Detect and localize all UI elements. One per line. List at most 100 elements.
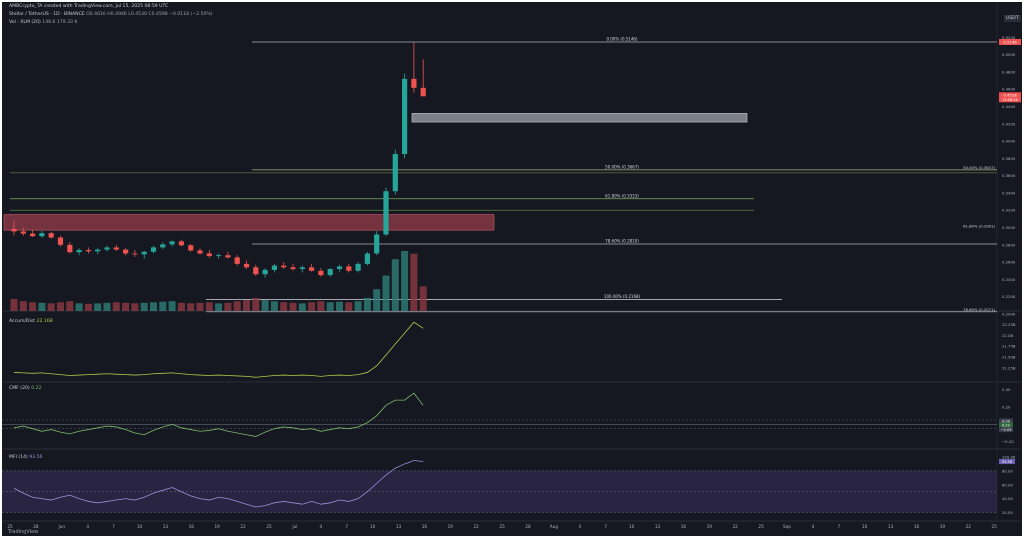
time-axis-label: Jul xyxy=(291,524,297,529)
cmf-value-tag xyxy=(999,422,1013,428)
mfi-legend: MFI (14) 93.56 xyxy=(9,455,42,460)
fib-right-label-618: 61.80% (0.2991) xyxy=(963,223,995,228)
candle-body xyxy=(290,267,296,270)
candle-body xyxy=(383,191,389,235)
fib-level-label: 61.80% (0.3333) xyxy=(605,193,639,198)
currency-badge[interactable]: USDT xyxy=(1004,15,1021,22)
time-axis-label: 7 xyxy=(604,524,607,529)
volume-bar xyxy=(84,303,92,311)
fib-right-label-786: 78.60% (0.2071) xyxy=(963,307,995,312)
time-axis-label: 13 xyxy=(888,524,894,529)
time-axis-label: 13 xyxy=(396,524,402,529)
price-axis-label: 0.5000 xyxy=(1002,52,1016,57)
volume-bar xyxy=(317,301,325,311)
candle-body xyxy=(402,78,408,155)
ad-axis-label: 21.50B xyxy=(1002,355,1016,360)
supply-zone-red xyxy=(3,214,495,231)
symbol-info: Stellar / TetherUS · 1D · BINANCE O0.461… xyxy=(9,12,213,17)
time-axis-label: Aug xyxy=(550,524,559,529)
volume-bar xyxy=(243,300,250,311)
volume-bar xyxy=(336,301,343,311)
fib-right-label-50: 50.00% (0.3637) xyxy=(963,165,995,170)
volume-bar xyxy=(224,302,232,311)
candle-body xyxy=(95,249,101,252)
volume-bar xyxy=(29,302,37,311)
ad-axis-label: 21.75B xyxy=(1002,344,1016,349)
volume-bar xyxy=(122,302,130,311)
volume-bar xyxy=(112,302,120,311)
ad-label[interactable]: Accum/Dist xyxy=(9,319,36,324)
price-axis-label: 0.4400 xyxy=(1002,104,1016,109)
candle-body xyxy=(336,266,343,270)
fib-level-label: 50.00% (0.3667) xyxy=(605,164,639,169)
candle-body xyxy=(355,263,361,271)
cmf-value: 0.22 xyxy=(31,386,42,391)
time-axis-label: 19 xyxy=(448,524,454,529)
volume-bar xyxy=(382,275,390,311)
time-axis-label: 4 xyxy=(578,524,581,529)
time-axis-label: 10 xyxy=(629,524,635,529)
candle-body xyxy=(206,253,212,257)
candle-body xyxy=(327,269,333,276)
cmf-value-tag-text: 0.00 xyxy=(1002,419,1011,423)
candle-body xyxy=(160,244,166,248)
candle-body xyxy=(113,247,119,250)
volume-bar xyxy=(66,301,74,311)
time-axis-label: 25 xyxy=(266,524,272,529)
price-axis-label: 0.3000 xyxy=(1002,225,1016,230)
chart-title-line: AMBCrypto_TA created with TradingView.co… xyxy=(9,4,169,9)
candle-body xyxy=(420,87,426,97)
candle-body xyxy=(262,269,268,275)
time-axis-label: 4 xyxy=(319,524,322,529)
mfi-label[interactable]: MFI (14) xyxy=(9,455,28,460)
price-axis-label: 0.2600 xyxy=(1002,260,1016,265)
volume-label[interactable]: Vol · XLM (20) xyxy=(9,20,41,25)
volume-bar xyxy=(187,303,195,311)
price-axis-label: 0.3800 xyxy=(1002,156,1016,161)
time-axis-label: 28 xyxy=(33,524,39,529)
fib-level-label: 0.00% (0.5146) xyxy=(606,37,638,42)
cmf-value-tag xyxy=(999,426,1013,433)
candle-body xyxy=(271,265,277,270)
volume-bar xyxy=(131,303,139,311)
mfi-axis-label: 100.00 xyxy=(1002,455,1016,460)
candle-body xyxy=(123,249,129,254)
cmf-label[interactable]: CMF (20) xyxy=(9,386,30,391)
price-axis-label: 0.4200 xyxy=(1002,121,1016,126)
candle-body xyxy=(57,237,64,245)
volume-bar xyxy=(75,303,83,311)
time-axis-label: 22 xyxy=(733,524,739,529)
time-axis-label: 19 xyxy=(707,524,713,529)
high-price-tag-text: 0.5146 xyxy=(1003,40,1017,45)
price-axis-label: 0.4800 xyxy=(1002,69,1016,74)
ad-axis-label: 22.25B xyxy=(1002,322,1016,327)
volume-bar xyxy=(140,302,148,311)
cmf-axis-label: 0.40 xyxy=(1002,387,1011,392)
time-axis-label: 25 xyxy=(992,524,998,529)
volume-bar xyxy=(205,302,213,311)
price-axis-label: 0.2200 xyxy=(1002,294,1016,299)
candle-body xyxy=(48,233,54,238)
time-axis-label: 28 xyxy=(525,524,531,529)
volume-bar xyxy=(19,301,27,311)
volume-bar xyxy=(363,297,371,311)
candle-body xyxy=(253,267,259,275)
time-axis-label: 16 xyxy=(189,524,195,529)
high-price-tag xyxy=(999,39,1021,45)
price-axis-label: 0.3200 xyxy=(1002,208,1016,213)
current-price-tag xyxy=(999,92,1021,103)
cmf-axis-label: 0.20 xyxy=(1002,405,1011,410)
candle-body xyxy=(67,244,73,253)
cmf-line xyxy=(13,392,424,437)
volume-bar xyxy=(233,301,241,311)
symbol-name[interactable]: Stellar / TetherUS · 1D · BINANCE xyxy=(9,12,85,17)
time-axis-label: 16 xyxy=(681,524,687,529)
time-axis-label: 4 xyxy=(86,524,89,529)
volume-bar xyxy=(391,259,399,311)
volume-bar xyxy=(401,251,409,311)
ad-axis-label: 22.0B xyxy=(1002,333,1013,338)
candle-body xyxy=(281,265,287,268)
